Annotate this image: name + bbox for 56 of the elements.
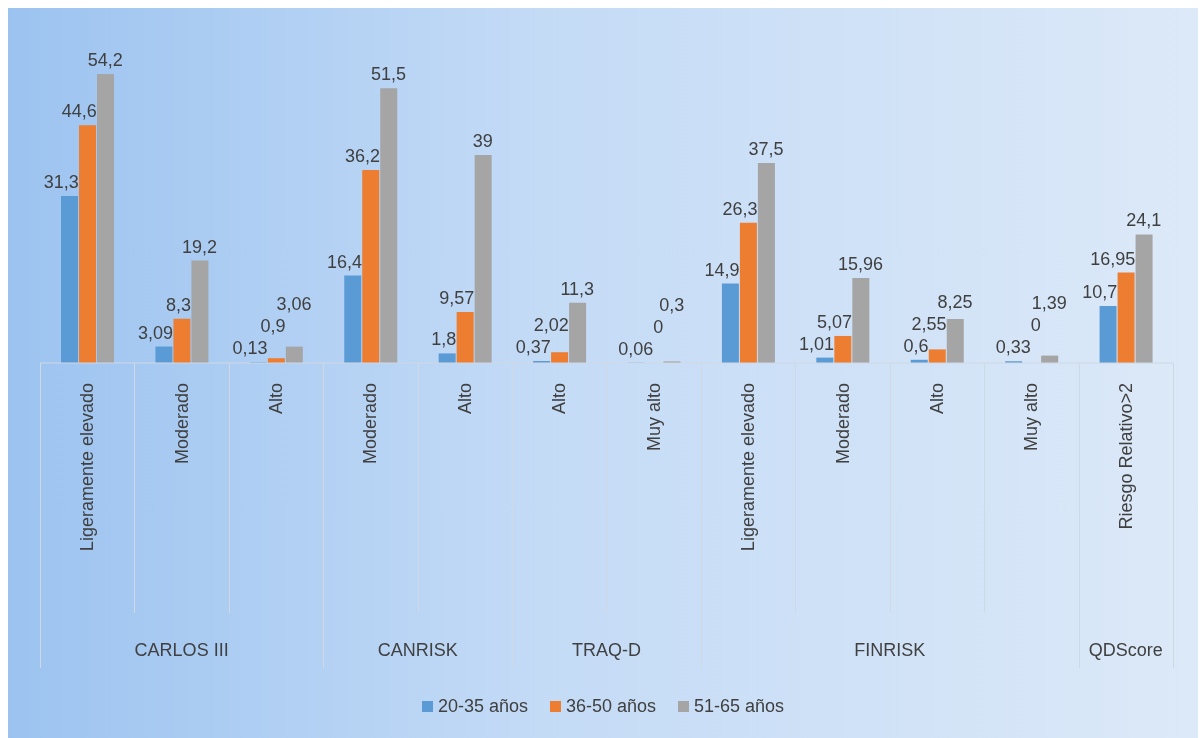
x-tick-label: Moderado: [171, 383, 192, 465]
data-label: 14,9: [704, 259, 740, 280]
data-label: 5,07: [816, 311, 853, 332]
x-tick-label: Alto: [926, 383, 947, 415]
data-label: 9,57: [439, 287, 475, 308]
data-label: 54,2: [87, 49, 123, 70]
data-label: 36,2: [344, 145, 380, 166]
data-label: 11,3: [560, 278, 595, 299]
data-label: 0,33: [995, 337, 1031, 358]
legend-label: 20-35 años: [436, 696, 528, 717]
x-tick-label: Ligeramente elevado: [738, 383, 759, 552]
data-label: 44,6: [61, 101, 97, 122]
data-label: 2,02: [533, 315, 569, 336]
data-label: 8,3: [166, 294, 192, 315]
data-label: 31,3: [43, 172, 79, 193]
data-label: 1,39: [1031, 293, 1067, 314]
x-tick-label: Muy alto: [1021, 383, 1042, 452]
data-label: 1,8: [431, 329, 457, 350]
data-label: 19,2: [182, 236, 218, 257]
data-label: 24,1: [1126, 210, 1162, 231]
data-label: 26,3: [722, 198, 758, 219]
data-label: 10,7: [1082, 281, 1118, 302]
data-label: 2,55: [911, 313, 947, 334]
text: QDScore: [1087, 640, 1164, 661]
text: CANRISK: [376, 640, 459, 661]
x-tick-label: Alto: [454, 383, 475, 415]
x-tick-label: Riesgo Relativo>2: [1115, 383, 1136, 530]
x-tick-label: Alto: [266, 383, 287, 415]
text: CARLOS III: [133, 640, 230, 661]
x-tick-label: Muy alto: [643, 383, 664, 452]
data-label: 3,06: [276, 294, 312, 315]
legend-label: 36-50 años: [564, 696, 657, 717]
text: TRAQ-D: [571, 640, 642, 661]
data-label: 0,06: [618, 338, 654, 359]
data-label: 0,37: [515, 337, 551, 358]
x-tick-label: Alto: [549, 383, 570, 415]
data-label: 0: [653, 316, 664, 337]
data-label: 15,96: [838, 253, 884, 274]
data-label: 0: [1030, 315, 1041, 336]
data-label: 8,25: [937, 291, 973, 312]
data-label: 51,5: [370, 64, 406, 85]
text: FINRISK: [853, 640, 927, 661]
data-label: 0,3: [659, 294, 685, 315]
data-label: 37,5: [748, 139, 784, 159]
data-label: 3,09: [138, 322, 174, 343]
x-tick-label: Moderado: [360, 383, 381, 465]
data-label: 0,9: [260, 316, 286, 337]
legend-label: 51-65 años: [693, 696, 785, 717]
x-tick-label: Ligeramente elevado: [77, 383, 98, 552]
data-label: 0,6: [903, 335, 929, 356]
data-label: 16,95: [1090, 248, 1136, 269]
data-label: 16,4: [326, 251, 362, 272]
x-tick-label: Moderado: [832, 383, 853, 465]
data-label: 39: [472, 131, 493, 151]
data-label: 1,01: [798, 333, 835, 354]
data-label: 0,13: [232, 338, 268, 359]
